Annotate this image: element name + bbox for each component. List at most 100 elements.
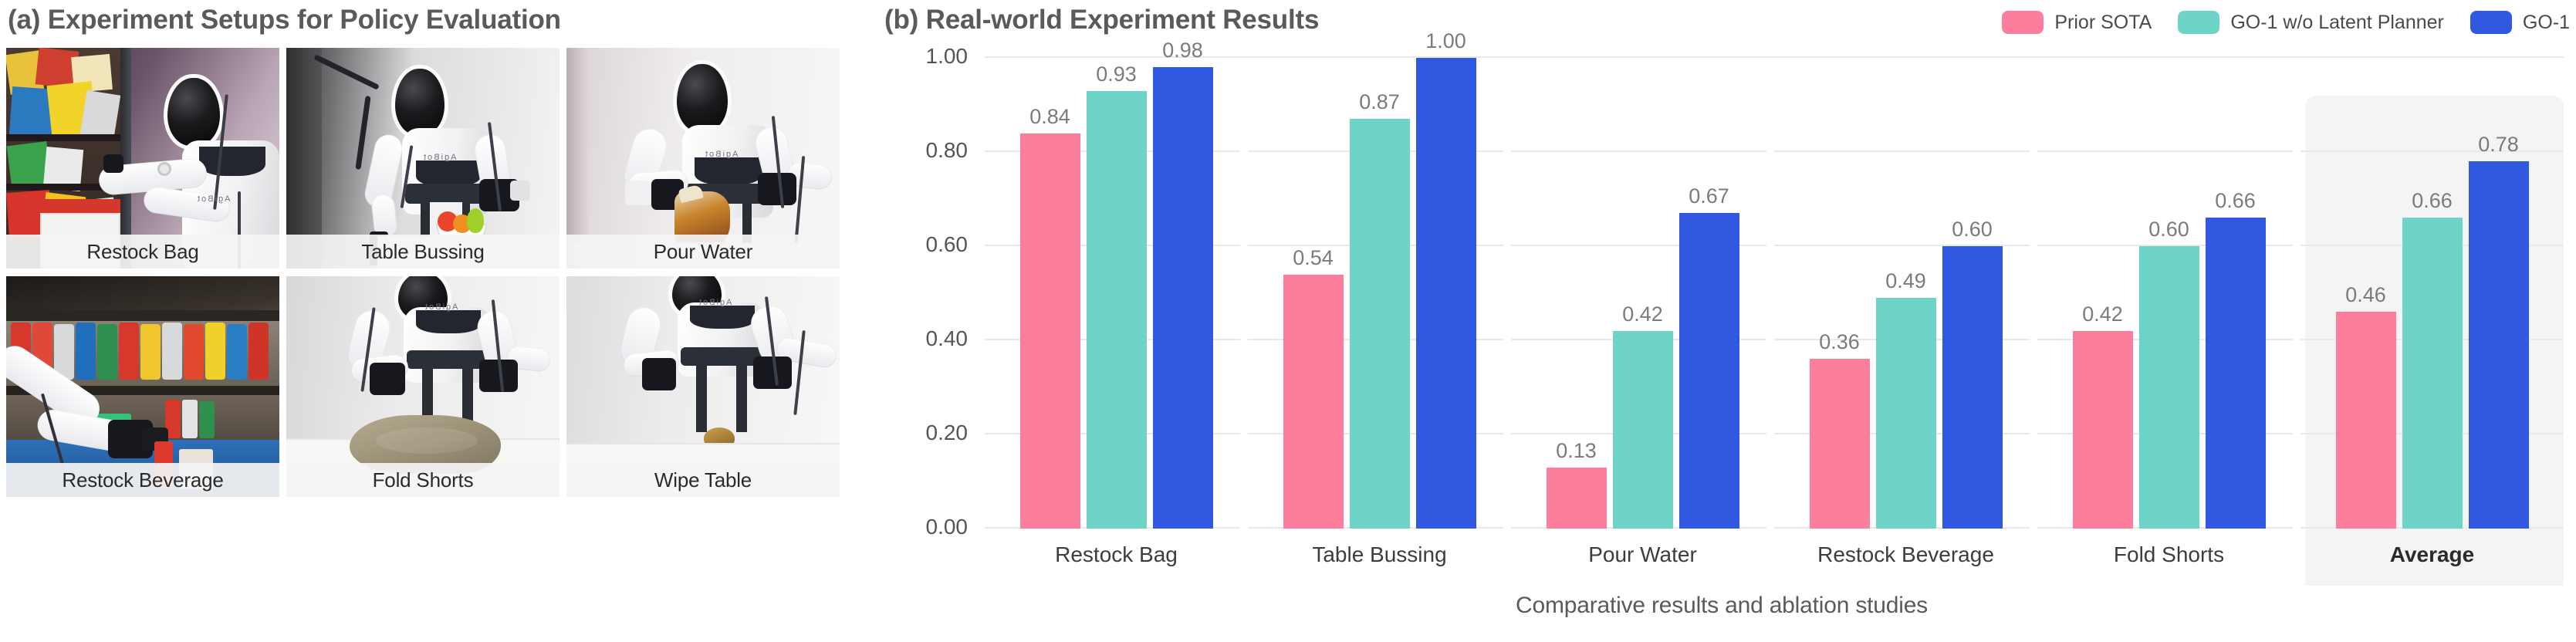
bar-wrapper: 0.67 <box>1678 58 1739 529</box>
panel-a-title: (a) Experiment Setups for Policy Evaluat… <box>8 5 561 35</box>
bar-go-1[interactable] <box>1152 67 1213 529</box>
legend-item-go1-wo-latent-planner[interactable]: GO-1 w/o Latent Planner <box>2178 11 2444 34</box>
bar-go-1[interactable] <box>1415 58 1476 529</box>
bar-value-label: 0.60 <box>1952 218 1993 241</box>
bar-go-1[interactable] <box>1942 246 2003 529</box>
bar-go-1[interactable] <box>2468 161 2529 529</box>
legend-swatch-icon <box>2470 11 2512 34</box>
group-bars: 0.46 0.66 0.78 <box>2300 58 2564 529</box>
bar-wrapper: 0.42 <box>1612 58 1673 529</box>
bar-value-label: 0.13 <box>1556 438 1597 462</box>
photo-caption: Table Bussing <box>286 235 559 269</box>
bar-chart-plot-area: 0.00 0.20 0.40 0.60 0.80 1.00 0.84 0.93 0.98 Res… <box>926 29 2564 586</box>
bar-value-label: 0.42 <box>1622 302 1663 326</box>
bar-group-table-bussing: 0.54 0.87 1.00 Table Bussing <box>1248 29 1511 566</box>
group-bars: 0.54 0.87 1.00 <box>1248 29 1511 529</box>
bar-value-label: 0.98 <box>1162 39 1203 63</box>
bar-value-label: 0.67 <box>1689 184 1729 208</box>
x-axis-tick-label: Pour Water <box>1588 542 1697 566</box>
bar-wrapper: 0.42 <box>2072 58 2133 529</box>
bar-value-label: 1.00 <box>1425 29 1466 52</box>
photo-caption: Fold Shorts <box>286 463 559 497</box>
x-axis-tick-label: Table Bussing <box>1312 542 1447 566</box>
bar-wrapper: 1.00 <box>1415 29 1476 529</box>
bar-wrapper: 0.66 <box>2205 58 2266 529</box>
bar-value-label: 0.84 <box>1029 104 1070 128</box>
bar-prior-sota[interactable] <box>1546 467 1607 529</box>
bar-value-label: 0.60 <box>2148 218 2189 241</box>
robot-table-bussing-photo: AgiBot <box>286 48 559 269</box>
bar-value-label: 0.66 <box>2412 189 2453 213</box>
photo-caption: Pour Water <box>566 235 840 269</box>
gridline: 0.80 <box>926 138 2564 162</box>
bar-wrapper: 0.49 <box>1875 58 1936 529</box>
bar-go-1-w-o-latent-planner[interactable] <box>2402 218 2463 529</box>
photo-card-table-bussing[interactable]: AgiBot Table Bussing <box>286 48 559 269</box>
legend-item-prior-sota[interactable]: Prior SOTA <box>2002 11 2152 34</box>
bar-wrapper: 0.98 <box>1152 39 1213 529</box>
group-separator <box>1766 58 1774 529</box>
y-axis-tick-label: 0.60 <box>925 232 969 256</box>
bar-value-label: 0.42 <box>2082 302 2123 326</box>
bar-go-1-w-o-latent-planner[interactable] <box>2138 246 2199 529</box>
chart-legend: Prior SOTA GO-1 w/o Latent Planner GO-1 <box>1976 11 2570 34</box>
experiment-setups-panel: (a) Experiment Setups for Policy Evaluat… <box>0 0 867 642</box>
bar-go-1-w-o-latent-planner[interactable] <box>1086 90 1147 529</box>
group-bars: 0.36 0.49 0.60 <box>1774 58 2037 529</box>
bar-prior-sota[interactable] <box>1809 359 1870 529</box>
bar-wrapper: 0.60 <box>2138 58 2199 529</box>
y-axis-tick-label: 1.00 <box>925 44 969 68</box>
bar-groups: 0.84 0.93 0.98 Restock Bag 0.54 0.87 1.00 Table… <box>985 29 2564 566</box>
x-axis-tick-label: Restock Bag <box>1055 542 1178 566</box>
y-axis-tick-label: 0.20 <box>925 421 969 444</box>
gridline: 0.60 <box>926 232 2564 256</box>
legend-label: GO-1 <box>2522 11 2570 33</box>
bar-group-fold-shorts: 0.42 0.60 0.66 Fold Shorts <box>2037 58 2300 566</box>
gridline: 0.20 <box>926 421 2564 444</box>
bar-prior-sota[interactable] <box>1019 133 1080 529</box>
bar-wrapper: 0.46 <box>2335 58 2396 529</box>
legend-label: GO-1 w/o Latent Planner <box>2230 11 2444 33</box>
group-bars: 0.84 0.93 0.98 <box>985 39 1248 529</box>
group-bars: 0.13 0.42 0.67 <box>1511 58 1774 529</box>
photo-card-wipe-table[interactable]: AgiBot Wipe Table <box>566 276 840 497</box>
bar-value-label: 0.54 <box>1293 245 1334 269</box>
bar-go-1-w-o-latent-planner[interactable] <box>1875 298 1936 529</box>
bar-wrapper: 0.87 <box>1349 58 1410 529</box>
bar-prior-sota[interactable] <box>1283 274 1344 529</box>
bar-group-restock-bag: 0.84 0.93 0.98 Restock Bag <box>985 39 1248 566</box>
photo-card-fold-shorts[interactable]: AgiBot Fold Shorts <box>286 276 559 497</box>
gridline: 0.40 <box>926 326 2564 350</box>
photo-card-restock-beverage[interactable]: Restock Beverage <box>6 276 279 497</box>
photo-caption: Restock Beverage <box>6 463 279 497</box>
chart-gridlines: 0.00 0.20 0.40 0.60 0.80 1.00 <box>926 44 2564 539</box>
real-world-results-panel: (b) Real-world Experiment Results Prior … <box>867 0 2576 642</box>
bar-go-1-w-o-latent-planner[interactable] <box>1612 330 1673 529</box>
bar-value-label: 0.36 <box>1819 330 1860 354</box>
x-axis-tick-label: Fold Shorts <box>2113 542 2225 566</box>
photo-caption: Wipe Table <box>566 463 840 497</box>
bar-go-1-w-o-latent-planner[interactable] <box>1349 119 1410 529</box>
bar-wrapper: 0.93 <box>1086 58 1147 529</box>
bar-group-restock-beverage: 0.36 0.49 0.60 Restock Beverage <box>1774 58 2037 566</box>
photo-card-pour-water[interactable]: AgiBot Pour Water <box>566 48 840 269</box>
legend-item-go1[interactable]: GO-1 <box>2470 11 2570 34</box>
bar-value-label: 0.46 <box>2345 283 2386 307</box>
bar-go-1[interactable] <box>2205 218 2266 529</box>
bar-value-label: 0.49 <box>1885 269 1926 293</box>
bar-prior-sota[interactable] <box>2335 312 2396 529</box>
photo-card-restock-bag[interactable]: AgiBot Restock Bag <box>6 48 279 269</box>
bar-value-label: 0.66 <box>2215 189 2256 213</box>
bar-wrapper: 0.13 <box>1546 58 1607 529</box>
bar-value-label: 0.87 <box>1359 90 1400 114</box>
bar-prior-sota[interactable] <box>2072 330 2133 529</box>
group-bars: 0.42 0.60 0.66 <box>2037 58 2300 529</box>
group-separator <box>1503 58 1511 529</box>
legend-swatch-icon <box>2178 11 2220 34</box>
x-axis-tick-label: Restock Beverage <box>1817 542 1994 566</box>
legend-swatch-icon <box>2002 11 2044 34</box>
panel-b-title: (b) Real-world Experiment Results <box>884 5 1320 35</box>
bar-go-1[interactable] <box>1678 213 1739 529</box>
bar-value-label: 0.78 <box>2478 133 2519 157</box>
